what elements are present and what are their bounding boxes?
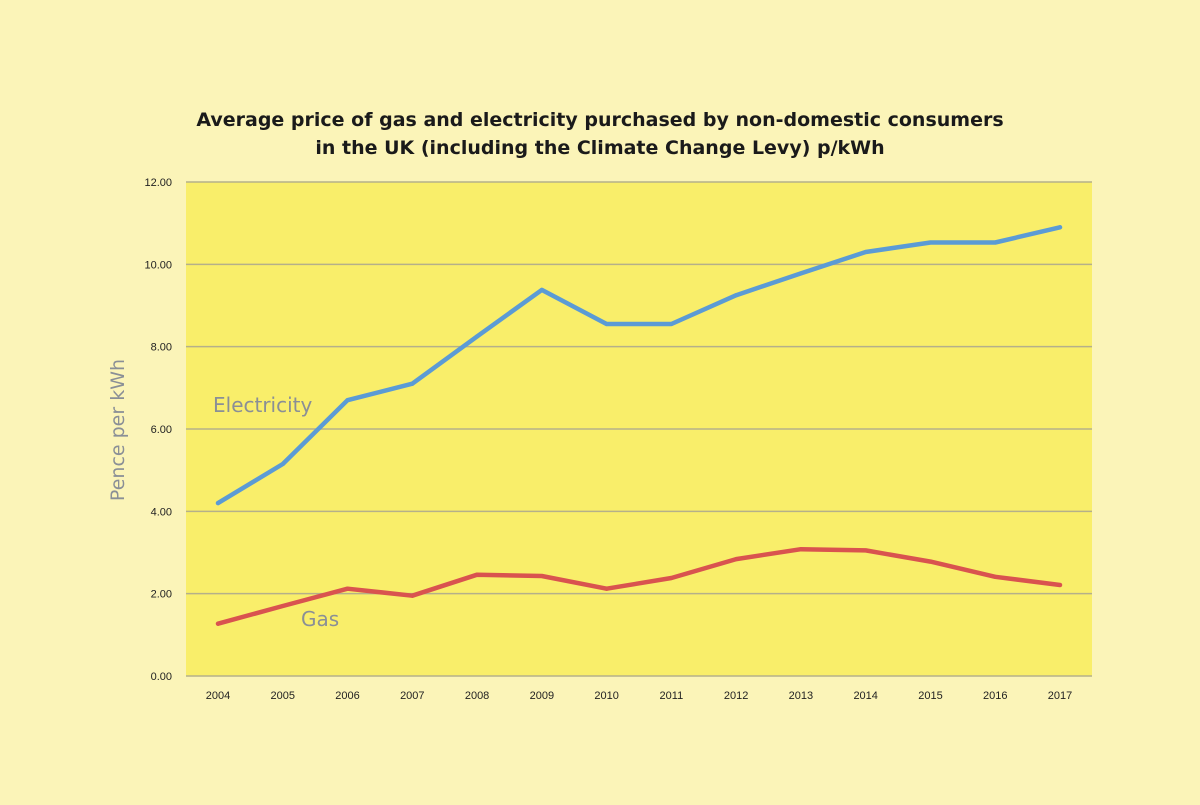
- data-point-gas-2008: [475, 572, 480, 577]
- x-tick-label-2008: 2008: [465, 690, 489, 702]
- x-axis-tick-labels: 2004 2005 2006 2007 2008 2009 2010 2011 2012 2013…: [206, 690, 1072, 702]
- series-lines: [215, 225, 1063, 626]
- chart-title-line-1: Average price of gas and electricity pur…: [196, 109, 1003, 131]
- data-point-electricity-2013: [798, 271, 803, 276]
- y-tick-label-2.00: 2.00: [151, 589, 172, 601]
- y-tick-label-8.00: 8.00: [151, 342, 172, 354]
- data-point-electricity-2017: [1058, 225, 1062, 230]
- x-tick-label-2011: 2011: [660, 690, 684, 702]
- data-point-gas-2009: [539, 573, 544, 578]
- data-point-electricity-2015: [928, 240, 933, 245]
- x-tick-label-2004: 2004: [206, 690, 230, 702]
- data-point-electricity-2005: [280, 461, 285, 466]
- y-axis-label: Pence per kWh: [107, 359, 129, 501]
- x-tick-label-2013: 2013: [789, 690, 813, 702]
- series-line-gas: [215, 546, 1063, 626]
- data-point-gas-2005: [280, 604, 285, 609]
- series-label-electricity: Electricity: [213, 393, 313, 417]
- y-tick-label-4.00: 4.00: [151, 506, 172, 518]
- data-point-gas-2017: [1058, 583, 1062, 588]
- x-tick-label-2017: 2017: [1048, 690, 1072, 702]
- x-tick-label-2014: 2014: [853, 690, 877, 702]
- x-tick-label-2009: 2009: [530, 690, 554, 702]
- data-point-electricity-2016: [993, 240, 998, 245]
- data-point-gas-2011: [669, 576, 674, 581]
- data-point-gas-2004: [216, 621, 220, 626]
- data-point-electricity-2011: [669, 322, 674, 327]
- x-tick-label-2010: 2010: [594, 690, 618, 702]
- data-point-electricity-2014: [863, 249, 868, 254]
- data-point-gas-2010: [604, 586, 609, 591]
- y-tick-label-10.00: 10.00: [144, 259, 172, 271]
- data-point-gas-2015: [928, 559, 933, 564]
- data-point-gas-2014: [863, 548, 868, 553]
- y-tick-label-6.00: 6.00: [151, 424, 172, 436]
- series-label-gas: Gas: [301, 607, 339, 631]
- x-tick-label-2012: 2012: [724, 690, 748, 702]
- data-point-electricity-2008: [475, 334, 480, 339]
- x-tick-label-2015: 2015: [918, 690, 942, 702]
- data-point-electricity-2007: [410, 381, 415, 386]
- series-line-electricity: [215, 225, 1063, 506]
- data-point-gas-2013: [798, 547, 803, 552]
- chart-title-line-2: in the UK (including the Climate Change …: [315, 137, 884, 159]
- y-axis-tick-labels: 0.00 2.00 4.00 6.00 8.00 10.00 12.00: [144, 177, 172, 683]
- x-tick-label-2006: 2006: [335, 690, 359, 702]
- data-point-electricity-2009: [539, 287, 544, 292]
- data-point-gas-2012: [734, 557, 739, 562]
- y-tick-label-0.00: 0.00: [151, 671, 172, 683]
- data-point-electricity-2006: [345, 398, 350, 403]
- data-point-gas-2006: [345, 586, 350, 591]
- data-point-gas-2016: [993, 574, 998, 579]
- data-point-electricity-2004: [216, 501, 220, 506]
- data-point-electricity-2010: [604, 322, 609, 327]
- data-point-gas-2007: [410, 593, 415, 598]
- data-point-electricity-2012: [734, 293, 739, 298]
- x-tick-label-2005: 2005: [271, 690, 295, 702]
- x-tick-label-2007: 2007: [400, 690, 424, 702]
- y-tick-label-12.00: 12.00: [144, 177, 172, 189]
- x-tick-label-2016: 2016: [983, 690, 1007, 702]
